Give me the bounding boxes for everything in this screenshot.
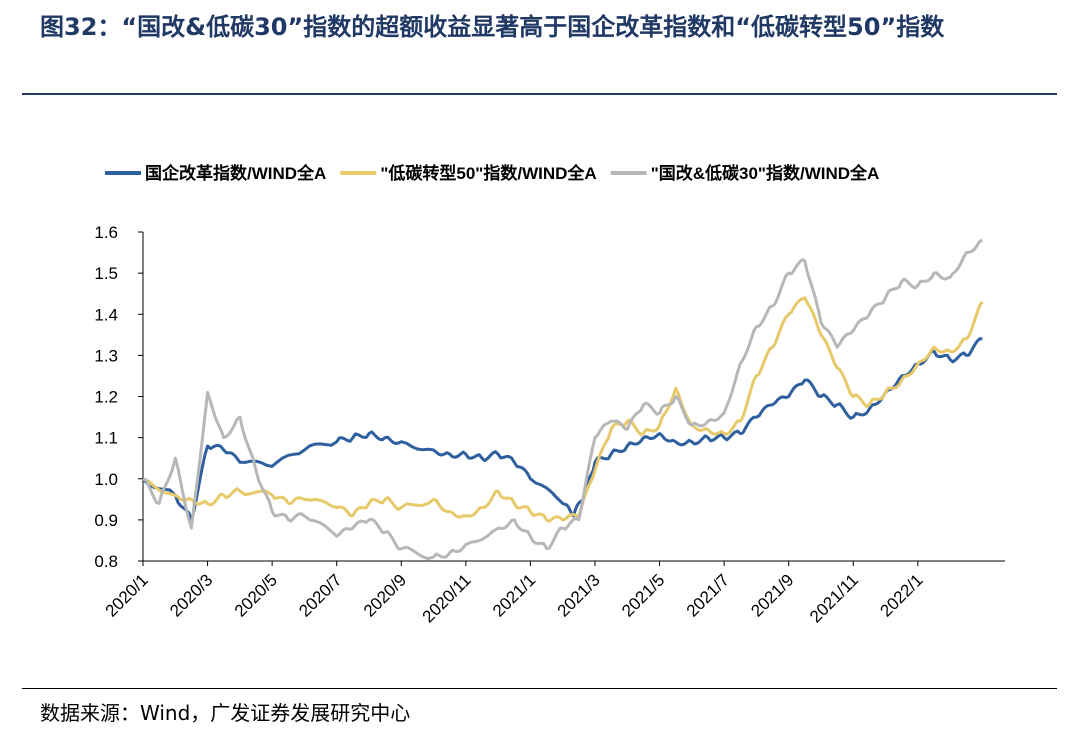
x-tick-label-12: 2022/1 — [876, 570, 926, 620]
line-chart: 0.8 0.9 1.0 1.1 1.2 1.3 1.4 1.5 1.6 2020/1 2020/3 2… — [94, 163, 1005, 626]
x-tick-label-0: 2020/1 — [102, 570, 152, 620]
chart-area: 0.8 0.9 1.0 1.1 1.2 1.3 1.4 1.5 1.6 2020/1 2020/3 2… — [0, 140, 1080, 670]
x-tick-label-3: 2020/7 — [295, 570, 345, 620]
chart-title: 图32：“国改&低碳30”指数的超额收益显著高于国企改革指数和“低碳转型50”指… — [40, 13, 945, 41]
x-tick-label-7: 2021/3 — [554, 570, 604, 620]
legend-label-1: "低碳转型50"指数/WIND全A — [380, 163, 596, 183]
legend-label-2: "国改&低碳30"指数/WIND全A — [651, 163, 880, 183]
x-tick-label-1: 2020/3 — [166, 570, 216, 620]
legend-label-0: 国企改革指数/WIND全A — [145, 163, 326, 183]
source-note: 数据来源：Wind，广发证券发展研究中心 — [40, 701, 411, 725]
x-tick-label-10: 2021/9 — [747, 570, 797, 620]
y-tick-label-6: 1.4 — [94, 305, 118, 324]
x-tick-label-2: 2020/5 — [231, 570, 281, 620]
title-divider — [22, 93, 1057, 95]
y-tick-label-5: 1.3 — [94, 346, 118, 365]
series-line-0 — [141, 337, 983, 522]
series-line-2 — [142, 238, 984, 561]
y-tick-label-2: 1.0 — [94, 470, 118, 489]
x-tick-label-6: 2021/1 — [489, 570, 539, 620]
series-line-1 — [142, 296, 984, 523]
y-tick-label-0: 0.8 — [94, 552, 118, 571]
x-tick-label-8: 2021/5 — [618, 570, 668, 620]
y-tick-label-1: 0.9 — [94, 511, 118, 530]
x-tick-label-9: 2021/7 — [683, 570, 733, 620]
x-tick-label-5: 2020/11 — [419, 570, 475, 626]
y-tick-label-8: 1.6 — [94, 223, 118, 242]
y-tick-label-4: 1.2 — [94, 388, 118, 407]
y-tick-label-7: 1.5 — [94, 264, 118, 283]
x-tick-label-11: 2021/11 — [806, 570, 862, 626]
y-tick-label-3: 1.1 — [94, 429, 118, 448]
source-divider — [22, 688, 1057, 689]
x-tick-label-4: 2020/9 — [360, 570, 410, 620]
